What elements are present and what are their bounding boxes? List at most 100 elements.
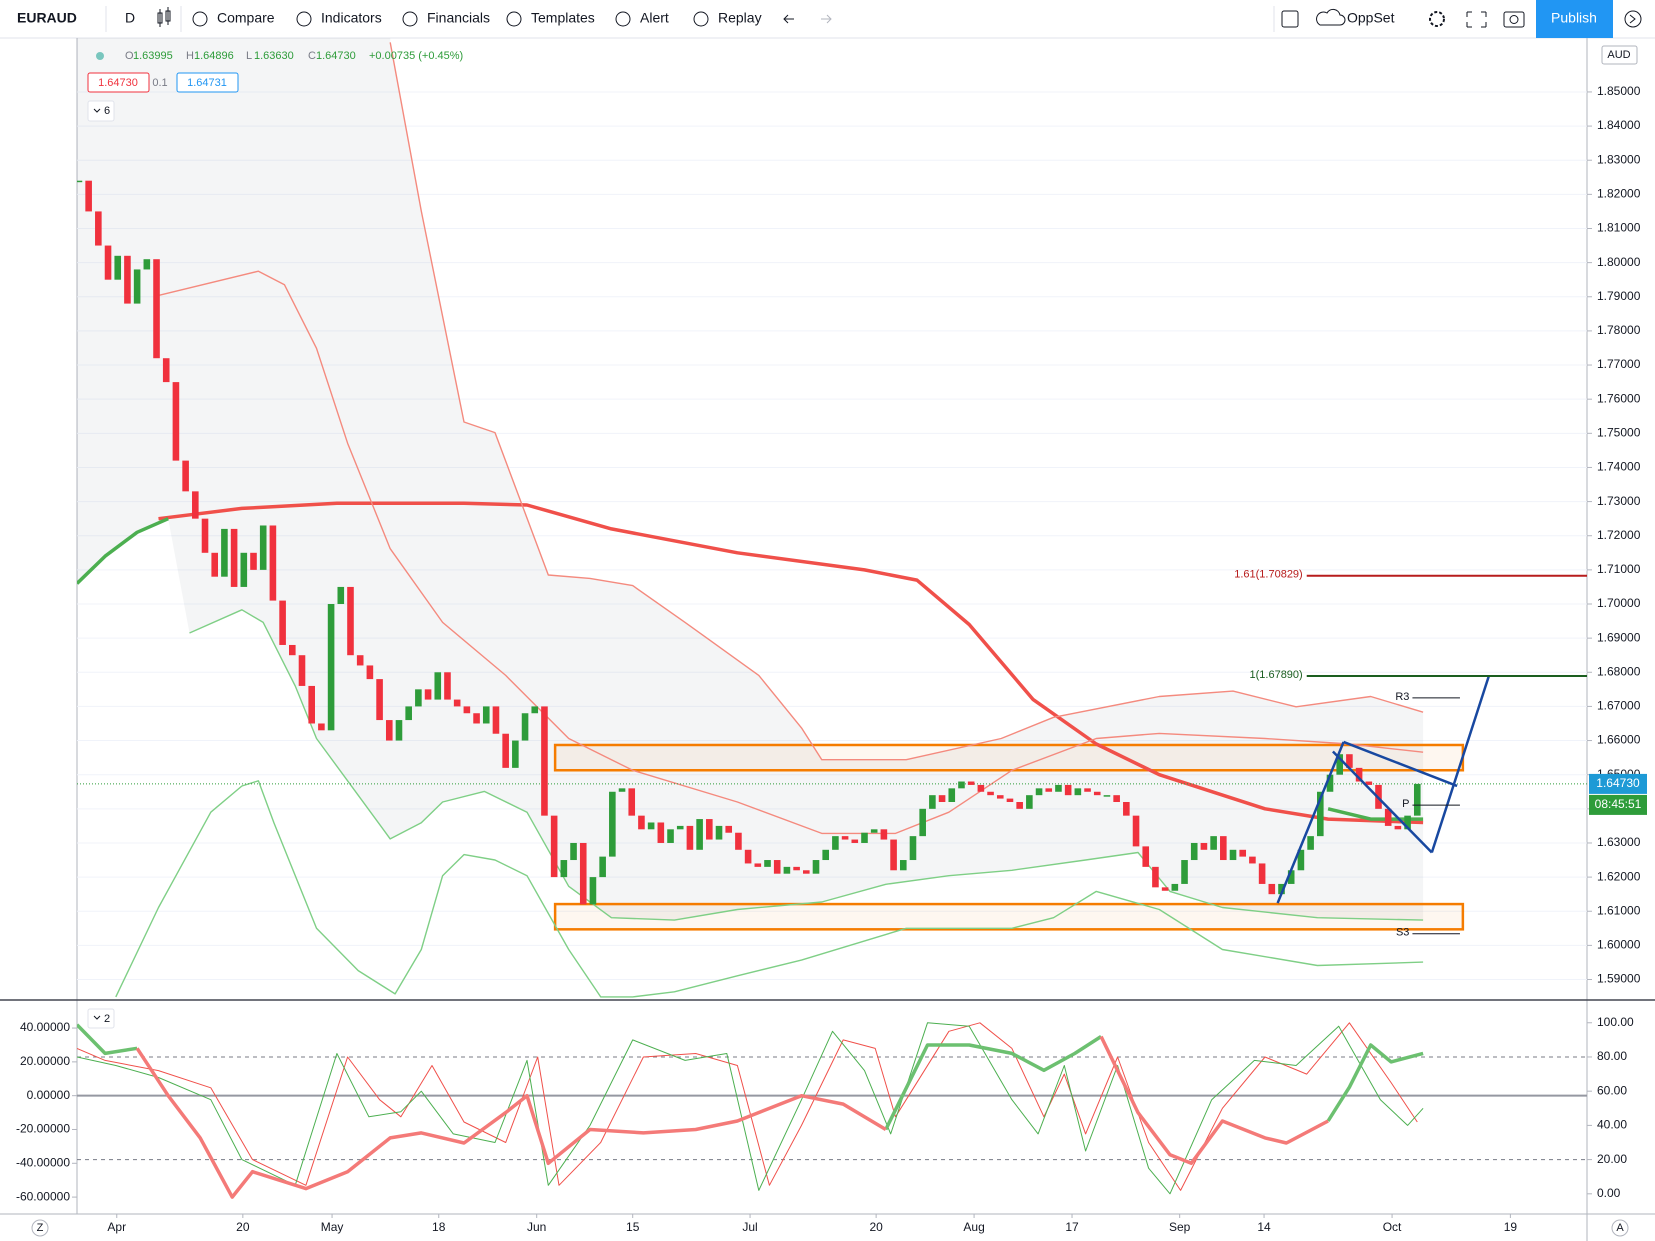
candle (618, 788, 626, 792)
candle (706, 819, 713, 840)
y-tick-label: 1.59000 (1597, 972, 1641, 986)
candle (1297, 849, 1305, 871)
auto-button[interactable] (1611, 1219, 1629, 1237)
candle (1006, 798, 1014, 803)
auto-label[interactable]: A (1616, 1222, 1624, 1234)
candle (337, 586, 345, 605)
button-icon[interactable] (402, 11, 418, 27)
candle (289, 644, 296, 656)
candle (405, 706, 412, 721)
candle (1161, 887, 1169, 891)
button-icon[interactable] (192, 11, 208, 27)
y-tick-label: 1.69000 (1597, 630, 1641, 644)
redo-icon[interactable] (821, 14, 832, 24)
candle (560, 860, 568, 878)
candle (201, 518, 209, 553)
toolbar-button[interactable]: Alert (640, 10, 669, 26)
price-box-buy[interactable] (176, 72, 239, 93)
x-tick-label: 20 (236, 1220, 250, 1234)
candle (812, 860, 820, 874)
pivot-label: S3 (1396, 927, 1409, 939)
candle (1384, 808, 1392, 826)
candle (880, 829, 888, 840)
candle (628, 788, 636, 816)
toolbar-button[interactable]: Replay (718, 10, 762, 26)
interval[interactable]: D (125, 10, 135, 26)
candle (764, 860, 771, 867)
candle (1268, 883, 1276, 895)
button-icon[interactable] (296, 11, 312, 27)
osc-y2-tick-label: 0.00 (1597, 1186, 1621, 1200)
pivot-label: R3 (1395, 691, 1409, 703)
button-icon[interactable] (693, 11, 709, 27)
status-dot (96, 52, 104, 60)
layout-icon[interactable] (1281, 10, 1299, 28)
toolbar-button[interactable]: Indicators (321, 10, 382, 26)
osc-y-tick-label: -20.00000 (16, 1122, 70, 1136)
toolbar-button[interactable]: Financials (427, 10, 490, 26)
y-tick-label: 1.66000 (1597, 733, 1641, 747)
indicators-toggle[interactable] (87, 100, 115, 122)
panel-icon[interactable] (1624, 10, 1642, 28)
button-icon[interactable] (615, 11, 631, 27)
osc-toggle[interactable] (87, 1008, 115, 1029)
candle (958, 781, 965, 789)
candle (77, 180, 83, 183)
trend-line (1332, 750, 1433, 854)
buy-price[interactable]: 1.64731 (187, 77, 227, 89)
toolbar-button[interactable]: Templates (531, 10, 595, 26)
candle (929, 795, 936, 809)
price-box-sell[interactable] (87, 72, 150, 93)
cloud-icon[interactable] (1316, 8, 1346, 26)
toolbar-button[interactable]: Compare (217, 10, 275, 26)
y-tick-label: 1.77000 (1597, 357, 1641, 371)
zoom-button[interactable] (31, 1219, 49, 1237)
publish-button[interactable] (1536, 0, 1613, 38)
x-tick-label: 19 (1504, 1220, 1518, 1234)
publish-label[interactable]: Publish (1551, 10, 1597, 26)
candle (95, 211, 102, 246)
ohlc-label: O (125, 50, 134, 62)
x-tick-label: Sep (1169, 1220, 1191, 1234)
ohlc-label: C (308, 50, 316, 62)
button-icon[interactable] (506, 11, 522, 27)
candle (967, 781, 975, 785)
candle (269, 525, 277, 601)
fullscreen-icon[interactable] (1466, 11, 1487, 28)
zoom-label[interactable]: Z (37, 1222, 44, 1234)
overlay-line (158, 270, 1424, 835)
candle (502, 733, 509, 768)
candle (919, 808, 926, 837)
candle (1307, 836, 1314, 850)
sell-price[interactable]: 1.64730 (98, 77, 138, 89)
layout-name[interactable]: OppSet (1347, 10, 1395, 26)
currency-box[interactable] (1601, 45, 1638, 65)
last-price: 1.64730 (1596, 776, 1640, 790)
settings-icon[interactable] (1429, 11, 1445, 27)
spread: 0.1 (152, 77, 167, 89)
candle-icon[interactable] (157, 7, 171, 27)
undo-icon[interactable] (783, 14, 794, 24)
candle (1239, 849, 1247, 857)
candle (531, 706, 539, 714)
candle (899, 860, 907, 871)
candle (783, 866, 791, 874)
osc-line (77, 1023, 1424, 1131)
candle (376, 679, 383, 721)
ohlc-label: H (186, 50, 194, 62)
candle (1093, 791, 1101, 796)
candle (211, 552, 219, 577)
candle (832, 836, 839, 850)
osc-y2-tick-label: 80.00 (1597, 1049, 1627, 1063)
last-price-tag (1589, 773, 1647, 794)
x-tick-label: 14 (1257, 1220, 1271, 1234)
candle (192, 491, 199, 519)
candle (657, 822, 665, 843)
x-tick-label: Apr (107, 1220, 126, 1234)
candle (803, 870, 810, 874)
candle (1365, 781, 1373, 785)
candle (1404, 815, 1411, 830)
symbol[interactable]: EURAUD (17, 10, 77, 26)
snapshot-icon[interactable] (1503, 11, 1525, 28)
